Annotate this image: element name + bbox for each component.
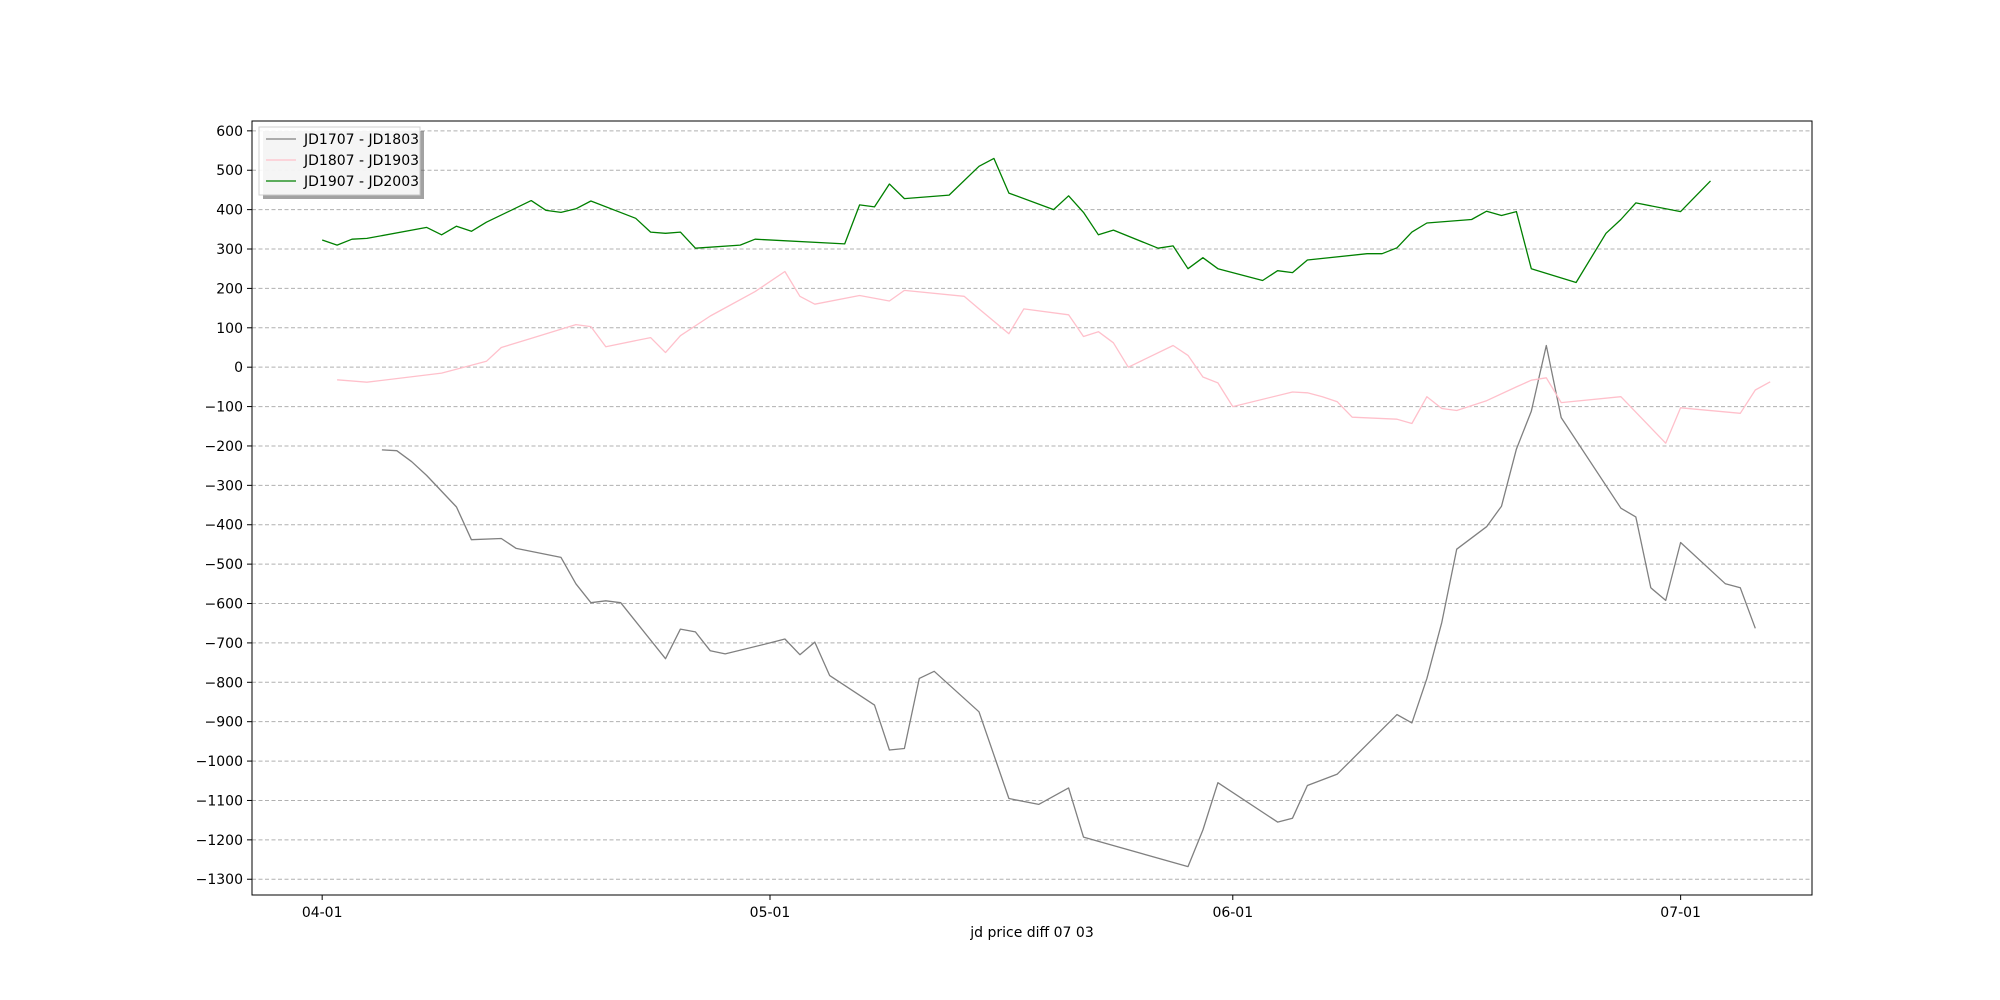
legend-label-series-3: JD1907 - JD2003 — [303, 174, 419, 190]
y-axis-ticks: 600 500 400 300 200 100 0 −100 −200 −300 −400 −500 −… — [196, 124, 252, 888]
y-tick-label: 600 — [216, 124, 243, 140]
series-lines — [321, 157, 1771, 868]
y-tick-label: −1100 — [196, 793, 243, 809]
legend-label-series-1: JD1707 - JD1803 — [303, 132, 419, 148]
y-tick-label: −1200 — [196, 833, 243, 849]
y-tick-label: −1000 — [196, 754, 243, 770]
y-tick-label: −700 — [205, 636, 243, 652]
y-tick-label: 300 — [216, 242, 243, 258]
y-tick-label: 500 — [216, 163, 243, 179]
x-axis-title: jd price diff 07 03 — [969, 925, 1093, 941]
y-tick-label: −900 — [205, 715, 243, 731]
x-tick-label: 07-01 — [1660, 905, 1701, 921]
y-tick-label: 400 — [216, 203, 243, 219]
legend: JD1707 - JD1803 JD1807 - JD1903 JD1907 -… — [258, 126, 424, 199]
y-tick-label: −300 — [205, 478, 243, 494]
y-tick-label: −500 — [205, 557, 243, 573]
y-tick-label: −200 — [205, 439, 243, 455]
x-tick-label: 04-01 — [302, 905, 343, 921]
legend-box — [258, 126, 421, 196]
series-line-2 — [337, 270, 1771, 444]
y-tick-label: −800 — [205, 675, 243, 691]
y-tick-label: 100 — [216, 321, 243, 337]
y-tick-label: 200 — [216, 281, 243, 297]
y-tick-label: −100 — [205, 400, 243, 416]
x-tick-label: 05-01 — [750, 905, 791, 921]
y-tick-label: −1300 — [196, 872, 243, 888]
legend-label-series-2: JD1807 - JD1903 — [303, 153, 419, 169]
plot-frame — [251, 120, 1813, 896]
x-tick-label: 06-01 — [1212, 905, 1253, 921]
y-tick-label: −600 — [205, 597, 243, 613]
series-line-3 — [321, 157, 1711, 284]
x-axis-ticks: 04-01 05-01 06-01 07-01 — [302, 895, 1701, 921]
series-line-1 — [381, 344, 1756, 868]
y-tick-label: −400 — [205, 518, 243, 534]
y-tick-label: 0 — [234, 360, 243, 376]
